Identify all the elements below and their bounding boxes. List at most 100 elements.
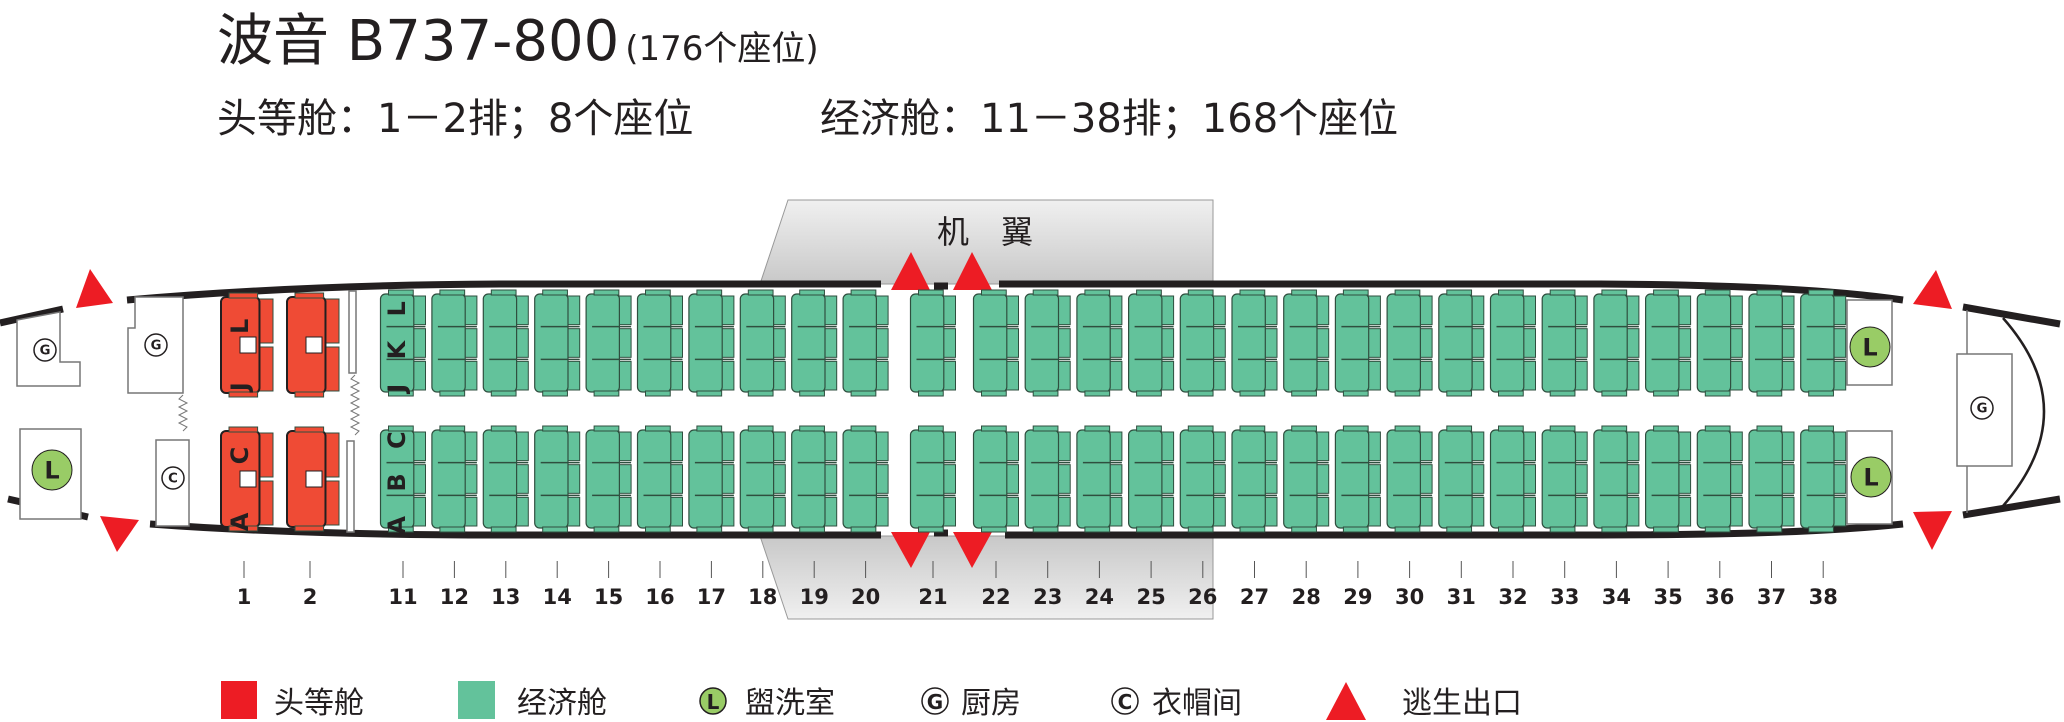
seat-back[interactable] (1419, 431, 1433, 462)
seat-back[interactable] (875, 464, 889, 494)
seat-back[interactable] (515, 464, 529, 494)
seat-back[interactable] (257, 480, 274, 526)
seat-back[interactable] (323, 346, 340, 392)
seat-cushion[interactable] (1541, 293, 1577, 393)
seat-back[interactable] (1160, 431, 1175, 462)
seat-back[interactable] (1263, 295, 1278, 326)
seat-back[interactable] (720, 295, 735, 326)
seat-back[interactable] (412, 328, 426, 358)
seat-cushion[interactable] (1179, 429, 1215, 529)
seat-back[interactable] (323, 298, 340, 344)
seat-block-row-21-right[interactable] (909, 425, 957, 533)
seat-block-row-11-left[interactable]: J K L (379, 289, 426, 397)
seat-block-row-35-right[interactable] (1644, 425, 1692, 533)
seat-back[interactable] (463, 496, 478, 527)
seat-cushion[interactable] (791, 429, 826, 529)
seat-back[interactable] (1625, 431, 1640, 462)
seat-back[interactable] (1522, 295, 1537, 326)
seat-back[interactable] (412, 360, 426, 391)
seat-back[interactable] (875, 496, 889, 527)
seat-back[interactable] (1160, 295, 1175, 326)
seat-cushion[interactable] (972, 293, 1008, 393)
seat-back[interactable] (1677, 496, 1692, 527)
seat-block-row-30-right[interactable] (1386, 425, 1433, 533)
seat-back[interactable] (515, 328, 529, 358)
seat-back[interactable] (720, 360, 735, 391)
seat-back[interactable] (1780, 431, 1795, 462)
seat-cushion[interactable] (534, 293, 569, 393)
seat-block-row-2-left[interactable] (286, 292, 340, 398)
seat-back[interactable] (1574, 360, 1588, 391)
seat-back[interactable] (1574, 464, 1588, 494)
seat-cushion[interactable] (1800, 293, 1835, 393)
seat-back[interactable] (669, 295, 684, 326)
seat-back[interactable] (1212, 464, 1226, 494)
seat-back[interactable] (412, 496, 426, 527)
seat-back[interactable] (1212, 360, 1226, 391)
seat-back[interactable] (1057, 295, 1071, 326)
seat-back[interactable] (1780, 328, 1795, 358)
seat-back[interactable] (412, 464, 426, 494)
seat-back[interactable] (1677, 328, 1692, 358)
seat-block-row-26-right[interactable] (1179, 425, 1226, 533)
seat-back[interactable] (463, 328, 478, 358)
seat-back[interactable] (772, 431, 786, 462)
seat-cushion[interactable] (1438, 429, 1473, 529)
seat-back[interactable] (1263, 328, 1278, 358)
seat-back[interactable] (1729, 360, 1743, 391)
seat-back[interactable] (1470, 295, 1485, 326)
seat-block-row-14-right[interactable] (534, 425, 581, 533)
seat-back[interactable] (1057, 431, 1071, 462)
seat-back[interactable] (1419, 328, 1433, 358)
seat-back[interactable] (1470, 431, 1485, 462)
seat-back[interactable] (1005, 295, 1020, 326)
seat-back[interactable] (942, 295, 957, 326)
seat-cushion[interactable] (431, 293, 466, 393)
seat-back[interactable] (1625, 360, 1640, 391)
seat-back[interactable] (1832, 496, 1847, 527)
seat-back[interactable] (1315, 328, 1330, 358)
seat-cushion[interactable] (842, 293, 877, 393)
seat-cushion[interactable] (739, 293, 775, 393)
seat-block-row-33-left[interactable] (1541, 289, 1588, 397)
seat-back[interactable] (669, 464, 684, 494)
seat-cushion[interactable] (1800, 429, 1835, 529)
seat-back[interactable] (566, 431, 581, 462)
seat-cushion[interactable] (534, 429, 569, 529)
seat-back[interactable] (618, 496, 632, 527)
seat-back[interactable] (1522, 464, 1537, 494)
seat-block-row-24-left[interactable] (1076, 289, 1123, 397)
seat-back[interactable] (1263, 431, 1278, 462)
seat-back[interactable] (1108, 464, 1123, 494)
seat-back[interactable] (1832, 431, 1847, 462)
seat-back[interactable] (566, 295, 581, 326)
seat-back[interactable] (618, 295, 632, 326)
seat-cushion[interactable] (431, 429, 466, 529)
seat-back[interactable] (1057, 496, 1071, 527)
seat-cushion[interactable] (1334, 429, 1370, 529)
seat-cushion[interactable] (585, 429, 620, 529)
seat-back[interactable] (515, 360, 529, 391)
seat-cushion[interactable] (636, 293, 672, 393)
seat-back[interactable] (515, 431, 529, 462)
seat-back[interactable] (1419, 496, 1433, 527)
seat-back[interactable] (566, 496, 581, 527)
seat-back[interactable] (1677, 431, 1692, 462)
seat-cushion[interactable] (1748, 429, 1783, 529)
seat-back[interactable] (1625, 328, 1640, 358)
seat-back[interactable] (1263, 360, 1278, 391)
seat-back[interactable] (1625, 496, 1640, 527)
seat-back[interactable] (618, 464, 632, 494)
seat-back[interactable] (1625, 295, 1640, 326)
seat-back[interactable] (772, 295, 786, 326)
seat-back[interactable] (1367, 464, 1381, 494)
seat-back[interactable] (1212, 295, 1226, 326)
seat-back[interactable] (412, 295, 426, 326)
seat-back[interactable] (1367, 328, 1381, 358)
seat-back[interactable] (772, 464, 786, 494)
seat-cushion[interactable] (1127, 293, 1163, 393)
seat-back[interactable] (1522, 328, 1537, 358)
seat-back[interactable] (1832, 328, 1847, 358)
seat-back[interactable] (942, 431, 957, 462)
seat-back[interactable] (412, 431, 426, 462)
